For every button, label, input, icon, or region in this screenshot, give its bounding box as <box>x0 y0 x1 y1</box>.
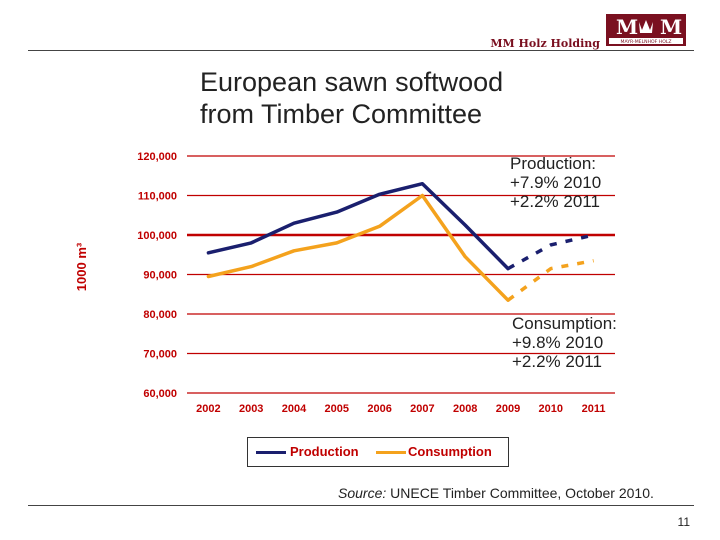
x-tick-label: 2003 <box>239 403 263 415</box>
svg-text:M: M <box>660 15 682 39</box>
x-tick-label: 2007 <box>410 403 434 415</box>
y-tick-label: 100,000 <box>137 230 177 242</box>
x-tick-label: 2008 <box>453 403 477 415</box>
y-tick-label: 120,000 <box>137 151 177 163</box>
chart-legend: Production Consumption <box>247 437 509 467</box>
series-forecast-production <box>507 233 594 271</box>
y-tick-label: 60,000 <box>143 388 177 400</box>
y-tick-label: 90,000 <box>143 270 177 282</box>
x-tick-label: 2005 <box>325 403 349 415</box>
x-tick-label: 2010 <box>539 403 563 415</box>
footer-divider <box>28 505 694 506</box>
source-label: Source: <box>338 485 387 501</box>
legend-production-label: Production <box>290 444 359 459</box>
title-line-1: European sawn softwood <box>200 67 504 97</box>
company-logo: M M MAYR-MELNHOF HOLZ <box>606 14 686 46</box>
consumption-annotation-2011: +2.2% 2011 <box>512 352 602 371</box>
x-tick-label: 2004 <box>282 403 307 415</box>
x-tick-label: 2006 <box>367 403 391 415</box>
legend-consumption-label: Consumption <box>408 444 492 459</box>
production-annotation: Production: +7.9% 2010 +2.2% 2011 <box>510 154 610 211</box>
source-note: Source: UNECE Timber Committee, October … <box>338 485 654 501</box>
x-tick-label: 2002 <box>196 403 220 415</box>
consumption-annotation-2010: +9.8% 2010 <box>512 333 604 352</box>
series-line-production <box>206 181 510 271</box>
source-text: UNECE Timber Committee, October 2010. <box>386 485 654 501</box>
line-chart: 60,000 70,000 80,000 90,000 100,000 110,000 12… <box>74 151 615 415</box>
production-annotation-title: Production: <box>510 154 596 173</box>
consumption-annotation-title: Consumption: <box>512 314 617 333</box>
y-tick-label: 70,000 <box>143 349 177 361</box>
slide-title: European sawn softwood from Timber Commi… <box>200 66 560 130</box>
y-axis-label: 1000 m³ <box>74 242 89 291</box>
series-line-consumption <box>206 193 510 302</box>
x-tick-label: 2011 <box>582 403 606 415</box>
x-tick-label: 2009 <box>496 403 520 415</box>
svg-text:MAYR-MELNHOF HOLZ: MAYR-MELNHOF HOLZ <box>620 39 671 45</box>
svg-text:M: M <box>616 15 638 39</box>
y-tick-label: 110,000 <box>138 191 177 203</box>
legend-production-swatch <box>256 451 286 454</box>
consumption-annotation: Consumption: +9.8% 2010 +2.2% 2011 <box>512 314 622 371</box>
title-line-2: from Timber Committee <box>200 99 483 129</box>
legend-consumption-swatch <box>376 451 406 454</box>
page-number: 11 <box>677 515 690 529</box>
company-name: MM Holz Holding <box>490 37 600 50</box>
series-forecast-consumption <box>506 258 594 302</box>
y-tick-label: 80,000 <box>143 309 177 321</box>
production-annotation-2011: +2.2% 2011 <box>510 192 600 211</box>
header-divider <box>28 50 694 51</box>
production-annotation-2010: +7.9% 2010 <box>510 173 602 192</box>
